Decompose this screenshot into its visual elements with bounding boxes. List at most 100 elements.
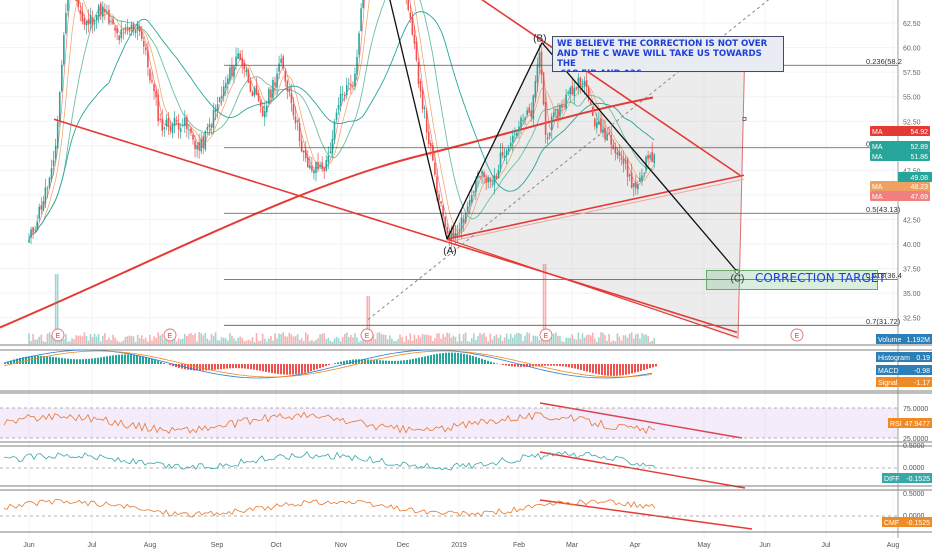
candle-body [416, 42, 418, 60]
volume-bar [625, 335, 627, 344]
volume-bar [600, 332, 602, 344]
volume-bar [190, 333, 192, 344]
macd-histogram-bar [394, 361, 396, 364]
macd-histogram-bar [79, 359, 81, 364]
candle-body [172, 124, 174, 133]
volume-bar [586, 335, 588, 344]
macd-histogram-bar [421, 357, 423, 364]
volume-bar [313, 341, 315, 344]
volume-bar [496, 334, 498, 344]
volume-bar [229, 333, 231, 344]
candle-body [282, 56, 284, 68]
volume-bar [84, 332, 86, 344]
volume-bar [268, 339, 270, 344]
candle-body [209, 124, 211, 127]
candle-body [481, 171, 483, 174]
volume-bar [157, 332, 159, 344]
volume-bar [135, 342, 137, 344]
volume-bar [250, 341, 252, 344]
volume-bar [182, 339, 184, 344]
candle-body [145, 48, 147, 51]
candle-body [436, 176, 438, 194]
volume-bar [196, 342, 198, 344]
candle-body [584, 81, 586, 86]
macd-histogram-bar [610, 364, 612, 376]
volume-bar [498, 338, 500, 344]
volume-bar [442, 334, 444, 344]
candle-body [569, 88, 571, 94]
candle-body [311, 166, 313, 171]
macd-histogram-bar [295, 364, 297, 374]
macd-histogram-bar [430, 355, 432, 364]
candle-body [268, 89, 270, 104]
macd-histogram-bar [541, 364, 543, 366]
macd-histogram-bar [247, 364, 249, 369]
volume-bar [65, 334, 67, 344]
candle-body [41, 205, 43, 209]
volume-bar [323, 333, 325, 344]
candle-body [159, 119, 161, 120]
candle-body [617, 152, 619, 154]
candle-body [166, 120, 168, 126]
x-tick-label: Jun [759, 542, 770, 549]
volume-bar [276, 339, 278, 344]
volume-bar [557, 336, 559, 344]
volume-bar [358, 342, 360, 344]
candle-body [535, 81, 537, 98]
candle-body [623, 159, 625, 164]
candle-body [612, 145, 614, 149]
volume-bar [256, 333, 258, 344]
volume-bar [293, 337, 295, 344]
volume-bar [153, 336, 155, 344]
candle-body [227, 78, 229, 83]
macd-histogram-bar [259, 364, 261, 371]
y-tick-label: 37.50 [903, 267, 921, 274]
macd-histogram-bar [55, 357, 57, 364]
macd-histogram-bar [385, 361, 387, 364]
volume-bar [116, 340, 118, 344]
macd-histogram-bar [88, 359, 90, 364]
volume-bar [563, 342, 565, 344]
volume-bar [209, 340, 211, 344]
volume-bar [88, 341, 90, 344]
candle-body [459, 230, 461, 232]
volume-bar [383, 335, 385, 344]
macd-badge-value: -0.98 [914, 368, 930, 375]
candle-body [428, 132, 430, 145]
candle-body [483, 172, 485, 177]
macd-histogram-bar [100, 357, 102, 364]
macd-histogram-bar [454, 353, 456, 364]
candle-body [127, 27, 129, 29]
macd-histogram-bar [583, 364, 585, 371]
candle-body [243, 63, 245, 70]
macd-histogram-bar [286, 364, 288, 375]
volume-bar [227, 341, 229, 344]
volume-bar [188, 334, 190, 344]
volume-bar [272, 341, 274, 344]
macd-histogram-bar [268, 364, 270, 372]
moving-average-badge-name: MA [872, 154, 883, 161]
volume-bar [215, 332, 217, 344]
volume-bar [254, 342, 256, 344]
candle-body [580, 78, 582, 87]
volume-bar [389, 335, 391, 344]
candle-body [545, 102, 547, 135]
candle-body [229, 68, 231, 81]
candle-body [489, 179, 491, 182]
volume-bar [159, 336, 161, 344]
macd-histogram-bar [316, 364, 318, 369]
volume-bar [492, 340, 494, 344]
x-tick-label: Feb [513, 542, 525, 549]
macd-histogram-bar [118, 355, 120, 364]
macd-histogram-bar [589, 364, 591, 372]
candle-body [414, 35, 416, 44]
volume-bar [448, 333, 450, 344]
earnings-marker-label: E [168, 333, 173, 340]
rsi-tick: 75.0000 [903, 406, 928, 413]
volume-bar [467, 341, 469, 344]
volume-bar [481, 334, 483, 344]
volume-bar [155, 338, 157, 344]
candle-body [504, 156, 506, 158]
macd-histogram-bar [625, 364, 627, 375]
volume-bar [535, 336, 537, 344]
